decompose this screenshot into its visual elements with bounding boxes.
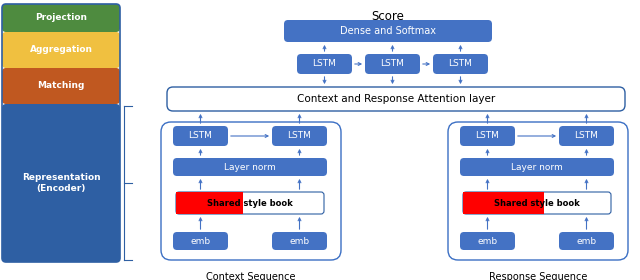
Text: emb: emb [577, 237, 596, 246]
FancyBboxPatch shape [2, 68, 120, 104]
Text: Layer norm: Layer norm [511, 162, 563, 171]
Text: Context and Response Attention layer: Context and Response Attention layer [297, 94, 495, 104]
FancyBboxPatch shape [365, 54, 420, 74]
Text: Score: Score [372, 10, 404, 24]
FancyBboxPatch shape [2, 104, 120, 262]
FancyBboxPatch shape [272, 232, 327, 250]
FancyBboxPatch shape [284, 20, 492, 42]
FancyBboxPatch shape [2, 32, 120, 68]
FancyBboxPatch shape [460, 158, 614, 176]
FancyBboxPatch shape [463, 192, 611, 214]
Text: Response Sequence: Response Sequence [489, 272, 587, 280]
FancyBboxPatch shape [173, 232, 228, 250]
FancyBboxPatch shape [297, 54, 352, 74]
FancyBboxPatch shape [433, 54, 488, 74]
Text: LSTM: LSTM [575, 132, 598, 141]
FancyBboxPatch shape [559, 126, 614, 146]
Text: LSTM: LSTM [476, 132, 499, 141]
Text: emb: emb [191, 237, 211, 246]
Text: LSTM: LSTM [312, 60, 337, 69]
Text: LSTM: LSTM [381, 60, 404, 69]
Text: Context Sequence: Context Sequence [206, 272, 296, 280]
Text: Aggregation: Aggregation [29, 45, 93, 55]
FancyBboxPatch shape [272, 126, 327, 146]
Text: Layer norm: Layer norm [224, 162, 276, 171]
Text: Shared style book: Shared style book [207, 199, 293, 207]
Text: Representation
(Encoder): Representation (Encoder) [22, 173, 100, 193]
Text: LSTM: LSTM [189, 132, 212, 141]
FancyBboxPatch shape [167, 87, 625, 111]
FancyBboxPatch shape [448, 122, 628, 260]
Text: Projection: Projection [35, 13, 87, 22]
FancyBboxPatch shape [460, 126, 515, 146]
Text: LSTM: LSTM [287, 132, 312, 141]
Text: LSTM: LSTM [449, 60, 472, 69]
FancyBboxPatch shape [463, 192, 545, 214]
Text: Dense and Softmax: Dense and Softmax [340, 26, 436, 36]
FancyBboxPatch shape [176, 192, 324, 214]
FancyBboxPatch shape [559, 232, 614, 250]
FancyBboxPatch shape [2, 4, 120, 32]
FancyBboxPatch shape [173, 126, 228, 146]
FancyBboxPatch shape [161, 122, 341, 260]
Text: Matching: Matching [37, 81, 84, 90]
FancyBboxPatch shape [460, 232, 515, 250]
FancyBboxPatch shape [176, 192, 243, 214]
Text: Shared style book: Shared style book [494, 199, 580, 207]
FancyBboxPatch shape [173, 158, 327, 176]
Text: emb: emb [477, 237, 497, 246]
Text: emb: emb [289, 237, 310, 246]
